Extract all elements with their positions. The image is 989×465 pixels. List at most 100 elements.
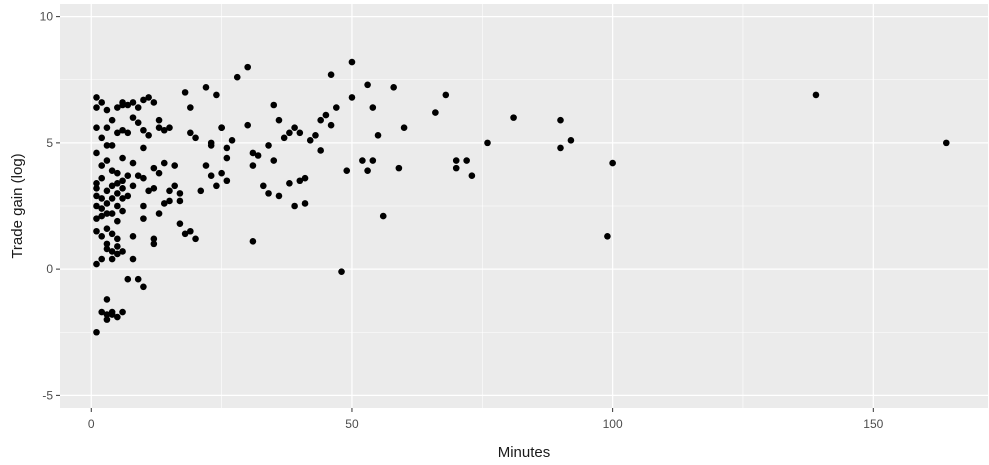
data-point bbox=[103, 316, 111, 323]
data-point bbox=[374, 132, 382, 139]
data-point bbox=[108, 311, 116, 318]
data-point bbox=[129, 255, 137, 263]
data-point bbox=[249, 149, 257, 157]
data-point bbox=[432, 109, 439, 116]
data-point bbox=[119, 185, 126, 192]
data-point bbox=[265, 190, 272, 197]
data-point bbox=[244, 63, 251, 71]
data-point bbox=[145, 187, 152, 195]
data-point bbox=[192, 134, 199, 142]
data-point bbox=[98, 134, 106, 142]
data-point bbox=[98, 162, 106, 169]
data-point bbox=[93, 328, 100, 336]
data-point bbox=[207, 142, 215, 149]
data-point bbox=[129, 182, 137, 190]
data-point bbox=[187, 104, 194, 111]
data-point bbox=[150, 164, 158, 172]
data-point bbox=[166, 124, 173, 132]
data-point bbox=[129, 99, 137, 106]
data-point bbox=[103, 210, 111, 217]
data-point bbox=[343, 167, 351, 174]
data-point bbox=[452, 157, 460, 164]
x-tick-label: 0 bbox=[88, 417, 95, 431]
data-point bbox=[275, 116, 283, 124]
data-point bbox=[187, 129, 194, 137]
data-point bbox=[557, 144, 564, 152]
data-point bbox=[510, 114, 517, 121]
data-point bbox=[207, 172, 215, 179]
data-point bbox=[114, 190, 121, 197]
data-point bbox=[98, 205, 106, 212]
data-point bbox=[93, 215, 100, 222]
data-point bbox=[134, 119, 142, 126]
data-point bbox=[333, 104, 340, 111]
data-point bbox=[379, 212, 387, 220]
data-point bbox=[942, 139, 950, 147]
data-point bbox=[192, 235, 199, 243]
x-tick-label: 150 bbox=[863, 417, 883, 431]
data-points bbox=[93, 58, 950, 336]
data-point bbox=[103, 240, 111, 248]
data-point bbox=[609, 159, 616, 167]
data-point bbox=[166, 187, 173, 195]
data-point bbox=[291, 202, 298, 210]
data-point bbox=[202, 162, 210, 169]
data-point bbox=[160, 200, 168, 207]
data-point bbox=[93, 179, 100, 187]
data-point bbox=[108, 142, 116, 149]
data-point bbox=[93, 185, 100, 192]
data-point bbox=[301, 200, 309, 207]
data-point bbox=[140, 283, 147, 291]
data-point bbox=[452, 164, 460, 172]
data-point bbox=[93, 192, 100, 200]
data-point bbox=[114, 104, 121, 111]
data-point bbox=[369, 104, 377, 111]
data-point bbox=[155, 124, 163, 132]
data-point bbox=[218, 169, 225, 177]
data-point bbox=[129, 159, 137, 167]
data-point bbox=[171, 182, 178, 190]
data-point bbox=[93, 124, 100, 132]
data-point bbox=[150, 185, 158, 192]
data-point bbox=[286, 129, 293, 137]
data-point bbox=[604, 233, 611, 240]
data-point bbox=[181, 230, 189, 238]
data-point bbox=[114, 202, 121, 210]
data-point bbox=[260, 182, 267, 190]
data-point bbox=[270, 157, 278, 164]
data-point bbox=[103, 200, 111, 207]
data-point bbox=[484, 139, 491, 147]
data-point bbox=[463, 157, 470, 164]
data-point bbox=[140, 126, 147, 134]
x-tick-label: 100 bbox=[603, 417, 623, 431]
y-axis: -5 0 5 10 bbox=[40, 10, 60, 402]
data-point bbox=[364, 167, 371, 174]
data-point bbox=[275, 192, 283, 200]
data-point bbox=[119, 195, 126, 202]
data-point bbox=[119, 177, 126, 185]
data-point bbox=[223, 154, 231, 162]
data-point bbox=[119, 248, 126, 255]
data-point bbox=[124, 172, 132, 179]
data-point bbox=[145, 94, 152, 101]
data-point bbox=[265, 142, 272, 149]
data-point bbox=[390, 84, 397, 91]
data-point bbox=[119, 99, 126, 106]
data-point bbox=[181, 89, 189, 96]
data-point bbox=[317, 147, 324, 154]
data-point bbox=[254, 152, 262, 159]
data-point bbox=[103, 157, 111, 164]
data-point bbox=[442, 91, 450, 99]
data-point bbox=[176, 220, 184, 227]
data-point bbox=[124, 101, 132, 109]
data-point bbox=[218, 124, 225, 132]
data-point bbox=[155, 210, 163, 217]
data-point bbox=[166, 197, 173, 205]
data-point bbox=[98, 195, 106, 202]
data-point bbox=[468, 172, 476, 179]
data-point bbox=[124, 192, 132, 200]
data-point bbox=[119, 126, 126, 134]
data-point bbox=[160, 159, 168, 167]
data-point bbox=[395, 164, 403, 172]
data-point bbox=[557, 116, 564, 124]
